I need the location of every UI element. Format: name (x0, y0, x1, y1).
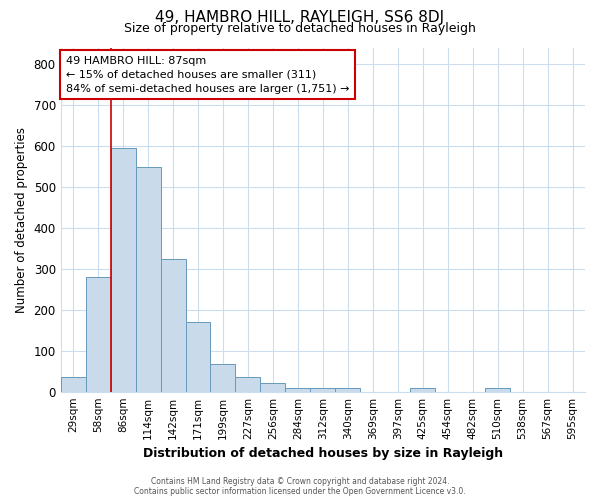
Bar (86, 277, 110, 392)
Text: Size of property relative to detached houses in Rayleigh: Size of property relative to detached ho… (124, 22, 476, 35)
Bar (485, 388, 510, 392)
Bar (136, 167, 161, 392)
Bar (235, 376, 260, 392)
Bar (410, 388, 435, 392)
Text: 49 HAMBRO HILL: 87sqm
← 15% of detached houses are smaller (311)
84% of semi-det: 49 HAMBRO HILL: 87sqm ← 15% of detached … (65, 56, 349, 94)
Y-axis label: Number of detached properties: Number of detached properties (15, 126, 28, 312)
Bar (310, 388, 335, 392)
Bar (286, 388, 310, 392)
Bar (335, 388, 360, 392)
X-axis label: Distribution of detached houses by size in Rayleigh: Distribution of detached houses by size … (143, 447, 503, 460)
Bar (211, 364, 235, 392)
Bar (161, 258, 185, 392)
Bar (110, 148, 136, 392)
Bar (185, 322, 211, 392)
Text: 49, HAMBRO HILL, RAYLEIGH, SS6 8DJ: 49, HAMBRO HILL, RAYLEIGH, SS6 8DJ (155, 10, 445, 25)
Text: Contains HM Land Registry data © Crown copyright and database right 2024.
Contai: Contains HM Land Registry data © Crown c… (134, 476, 466, 496)
Bar (61, 376, 86, 392)
Bar (260, 384, 286, 392)
